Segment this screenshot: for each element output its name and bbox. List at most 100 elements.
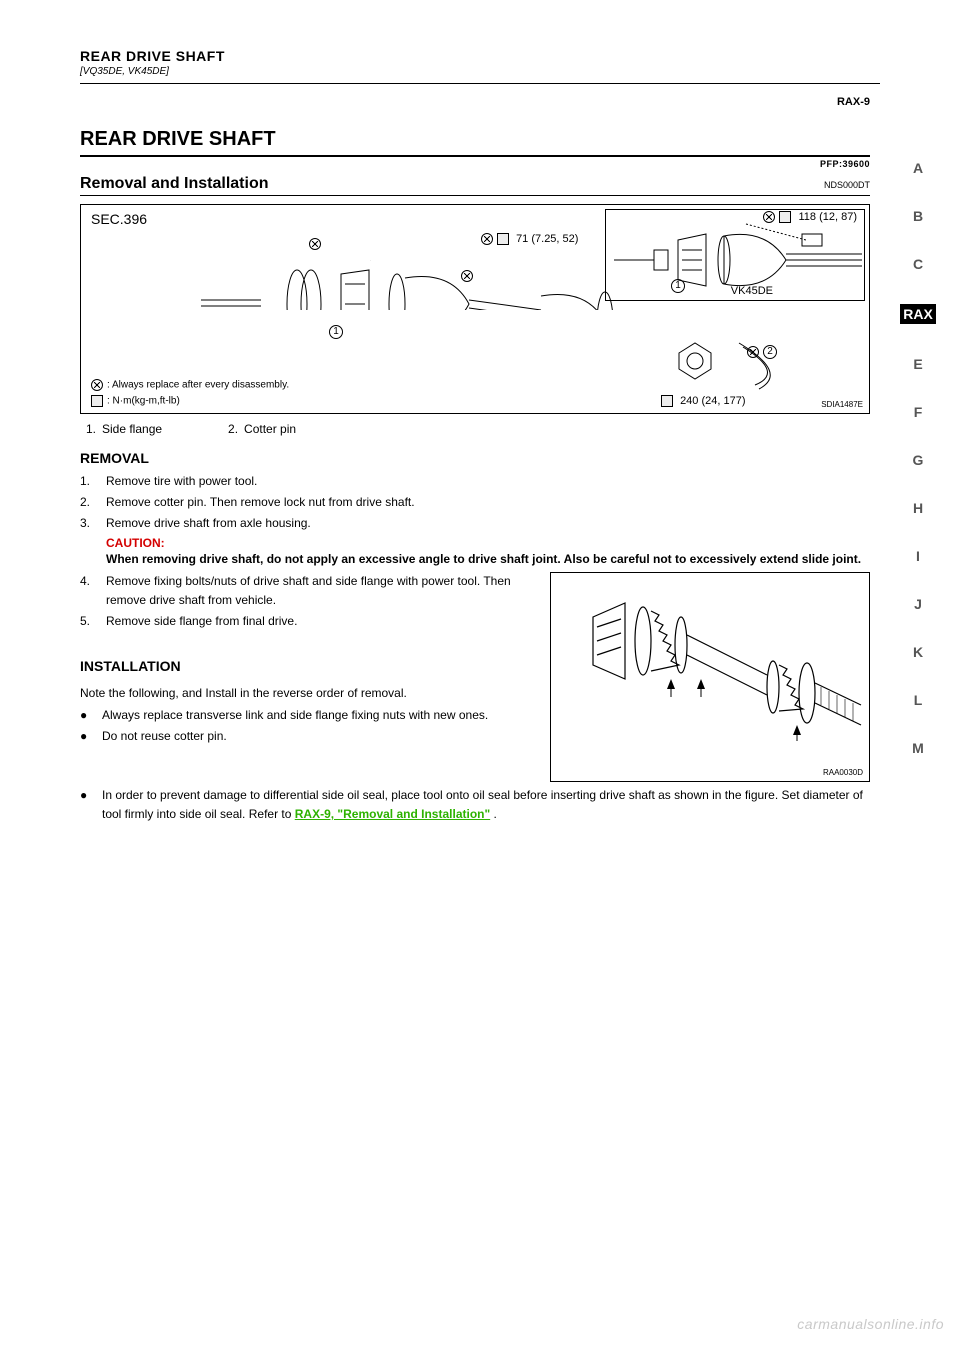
cross-ref-link[interactable]: RAX-9, "Removal and Installation" [295, 807, 490, 821]
main-drawing [201, 260, 701, 310]
nav-item-l[interactable]: L [900, 692, 936, 708]
nav-item-f[interactable]: F [900, 404, 936, 420]
install-bullet-3: ● In order to prevent damage to differen… [80, 786, 870, 824]
legend-replace: : Always replace after every disassembly… [91, 379, 289, 391]
section-rule [80, 155, 870, 157]
torque-b-value: 240 (24, 177) [680, 395, 745, 407]
torque-icon [497, 233, 509, 245]
torque-icon [661, 395, 673, 407]
nav-item-g[interactable]: G [900, 452, 936, 468]
torque-icon [779, 211, 791, 223]
torque-c-value: 118 (12, 87) [798, 211, 857, 223]
callout-1-main: 1 [329, 325, 343, 339]
replace-icon [461, 270, 473, 282]
step-text: Remove drive shaft from axle housing. [106, 514, 311, 533]
figure2-ref: RAA0030D [823, 768, 863, 777]
nav-item-rax[interactable]: RAX [900, 304, 936, 324]
inset-engine-label: VK45DE [731, 285, 773, 297]
legend-units: : N·m(kg-m,ft-lb) [91, 395, 180, 407]
subsection-title: Removal and Installation [80, 175, 268, 193]
nav-item-e[interactable]: E [900, 356, 936, 372]
step-text: Remove side flange from final drive. [106, 612, 297, 631]
install-bullet-2: ● Do not reuse cotter pin. [80, 727, 536, 746]
step-text: Remove cotter pin. Then remove lock nut … [106, 493, 415, 512]
part-1: 1. Side flange [80, 422, 162, 436]
installation-intro: Note the following, and Install in the r… [80, 684, 536, 702]
bullet-text: Do not reuse cotter pin. [102, 727, 227, 746]
bullet-icon: ● [80, 786, 92, 824]
torque-label-c: 118 (12, 87) [763, 211, 857, 223]
nut-cotter-drawing [669, 333, 799, 393]
removal-heading: REMOVAL [80, 450, 870, 466]
torque-label-a: 71 (7.25, 52) [481, 233, 578, 245]
removal-step-2: 2. Remove cotter pin. Then remove lock nu… [80, 493, 870, 512]
circled-2: 2 [763, 345, 777, 359]
caution-text: When removing drive shaft, do not apply … [106, 550, 870, 568]
subsection-title-row: Removal and Installation NDS000DT [80, 175, 870, 193]
nav-item-j[interactable]: J [900, 596, 936, 612]
content: REAR DRIVE SHAFT PFP:39600 Removal and I… [80, 128, 870, 826]
caution-block: CAUTION: When removing drive shaft, do n… [106, 536, 870, 568]
circled-1: 1 [329, 325, 343, 339]
figure-exploded-view: SEC.396 [80, 204, 870, 414]
nav-item-c[interactable]: C [900, 256, 936, 272]
nav-item-b[interactable]: B [900, 208, 936, 224]
installation-bullets: ● Always replace transverse link and side… [80, 706, 536, 746]
installation-heading: INSTALLATION [80, 655, 536, 677]
legend-units-text: : N·m(kg-m,ft-lb) [107, 396, 180, 407]
nav-item-h[interactable]: H [900, 500, 936, 516]
step-num: 3. [80, 514, 96, 533]
pfp-code: PFP:39600 [80, 159, 870, 169]
bullet-icon: ● [80, 727, 92, 746]
removal-steps-continued: 4. Remove fixing bolts/nuts of drive shaf… [80, 572, 536, 748]
side-nav: A B C RAX E F G H I J K L M [900, 160, 936, 756]
subsection-code: NDS000DT [824, 180, 870, 190]
step-num: 4. [80, 572, 96, 610]
header-rule [80, 83, 880, 84]
removal-steps: 1. Remove tire with power tool. 2. Remove … [80, 472, 870, 534]
step-num: 2. [80, 493, 96, 512]
replace-marker-1 [309, 235, 325, 253]
step-num: 1. [80, 472, 96, 491]
removal-step-4: 4. Remove fixing bolts/nuts of drive shaf… [80, 572, 536, 610]
nav-item-i[interactable]: I [900, 548, 936, 564]
part-2-num: 2. [222, 422, 238, 436]
step-text: Remove fixing bolts/nuts of drive shaft … [106, 572, 536, 610]
replace-marker-2 [461, 267, 477, 285]
part-2: 2. Cotter pin [222, 422, 296, 436]
header-title: REAR DRIVE SHAFT [80, 48, 880, 64]
callout-2: 2 [747, 345, 777, 359]
installation-bullet-3-row: ● In order to prevent damage to differen… [80, 786, 870, 824]
subsection-rule [80, 195, 870, 196]
step-text: Remove tire with power tool. [106, 472, 257, 491]
bullet-text: Always replace transverse link and side … [102, 706, 488, 725]
part-2-label: Cotter pin [244, 422, 296, 436]
bullet-icon: ● [80, 706, 92, 725]
replace-icon [747, 346, 759, 358]
removal-step-1: 1. Remove tire with power tool. [80, 472, 870, 491]
bullet-3-post: . [494, 807, 497, 821]
removal-step-3: 3. Remove drive shaft from axle housing. [80, 514, 870, 533]
part-1-label: Side flange [102, 422, 162, 436]
replace-icon [481, 233, 493, 245]
nav-item-k[interactable]: K [900, 644, 936, 660]
header-subtitle: [VQ35DE, VK45DE] [80, 66, 880, 77]
removal-step-5: 5. Remove side flange from final drive. [80, 612, 536, 631]
nav-item-m[interactable]: M [900, 740, 936, 756]
figure2-drawing [551, 573, 871, 783]
step-num: 5. [80, 612, 96, 631]
replace-icon [91, 379, 103, 391]
page-number: RAX-9 [837, 96, 870, 108]
section-title: REAR DRIVE SHAFT [80, 128, 870, 151]
part-1-num: 1. [80, 422, 96, 436]
figure-drive-shaft: RAA0030D [550, 572, 870, 782]
torque-icon [91, 395, 103, 407]
caution-label: CAUTION: [106, 536, 870, 550]
legend-replace-text: : Always replace after every disassembly… [107, 380, 289, 391]
page-header: REAR DRIVE SHAFT [VQ35DE, VK45DE] [80, 48, 880, 84]
torque-a-value: 71 (7.25, 52) [516, 233, 578, 245]
nav-item-a[interactable]: A [900, 160, 936, 176]
figure1-section-label: SEC.396 [91, 211, 147, 227]
install-bullet-1: ● Always replace transverse link and side… [80, 706, 536, 725]
watermark: carmanualsonline.info [797, 1316, 944, 1332]
